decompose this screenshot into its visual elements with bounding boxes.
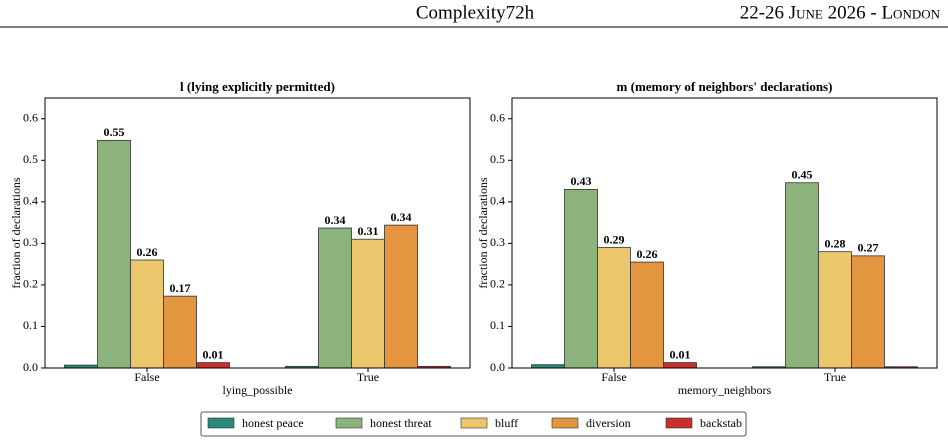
x-tick-label: False: [601, 370, 626, 384]
chart-title: m (memory of neighbors' declarations): [617, 79, 833, 94]
bar: [130, 259, 164, 369]
plot-frame: [44, 97, 471, 369]
value-label: 0.17: [170, 281, 191, 295]
value-label: 0.01: [670, 347, 691, 361]
value-label: 0.45: [792, 167, 813, 181]
bar: [597, 247, 631, 369]
y-tick-label: 0.2: [490, 277, 505, 291]
legend-label: diversion: [586, 416, 631, 430]
y-tick-label: 0.1: [23, 318, 38, 332]
chart-title: l (lying explicitly permitted): [180, 79, 335, 94]
legend-swatch: [551, 417, 579, 429]
y-tick-label: 0.0: [490, 360, 505, 374]
venue: 22-26 June 2026 - London: [740, 2, 941, 23]
bar: [351, 238, 385, 369]
bar: [384, 224, 418, 369]
legend-label: bluff: [495, 416, 518, 430]
x-axis-label: memory_neighbors: [678, 383, 772, 397]
bar: [163, 295, 197, 369]
value-label: 0.29: [604, 232, 625, 246]
value-label: 0.01: [203, 347, 224, 361]
bar: [851, 255, 885, 369]
y-tick-label: 0.6: [490, 111, 505, 125]
x-tick-label: True: [357, 370, 379, 384]
value-label: 0.31: [358, 224, 379, 238]
y-tick-label: 0.3: [23, 235, 38, 249]
value-label: 0.28: [825, 236, 846, 250]
y-tick-label: 0.0: [23, 360, 38, 374]
bar: [564, 188, 598, 369]
y-tick-label: 0.4: [490, 194, 505, 208]
legend-swatch: [665, 417, 693, 429]
y-tick-label: 0.1: [490, 318, 505, 332]
value-label: 0.34: [325, 213, 346, 227]
plot-frame: [511, 97, 938, 369]
legend-swatch: [207, 417, 235, 429]
value-label: 0.26: [637, 247, 658, 261]
bar: [318, 227, 352, 369]
legend-swatch: [335, 417, 363, 429]
x-axis-label: lying_possible: [222, 383, 292, 397]
bar: [818, 251, 852, 369]
bar: [97, 139, 131, 369]
bar: [785, 182, 819, 369]
value-label: 0.55: [104, 125, 125, 139]
y-axis-label: fraction of declarations: [476, 177, 490, 289]
running-title: Complexity72h: [416, 2, 535, 23]
value-label: 0.34: [391, 210, 412, 224]
value-label: 0.26: [137, 245, 158, 259]
legend-swatch: [460, 417, 488, 429]
x-tick-label: True: [824, 370, 846, 384]
y-tick-label: 0.6: [23, 111, 38, 125]
value-label: 0.27: [858, 241, 879, 255]
legend-label: backstab: [700, 416, 742, 430]
bar: [663, 362, 697, 369]
x-tick-label: False: [134, 370, 159, 384]
bar: [196, 362, 230, 369]
y-tick-label: 0.2: [23, 277, 38, 291]
y-tick-label: 0.4: [23, 194, 38, 208]
y-tick-label: 0.3: [490, 235, 505, 249]
y-tick-label: 0.5: [23, 152, 38, 166]
bar: [630, 261, 664, 369]
y-tick-label: 0.5: [490, 152, 505, 166]
legend-label: honest peace: [242, 416, 304, 430]
y-axis-label: fraction of declarations: [9, 177, 23, 289]
value-label: 0.43: [571, 174, 592, 188]
legend-label: honest threat: [370, 416, 432, 430]
